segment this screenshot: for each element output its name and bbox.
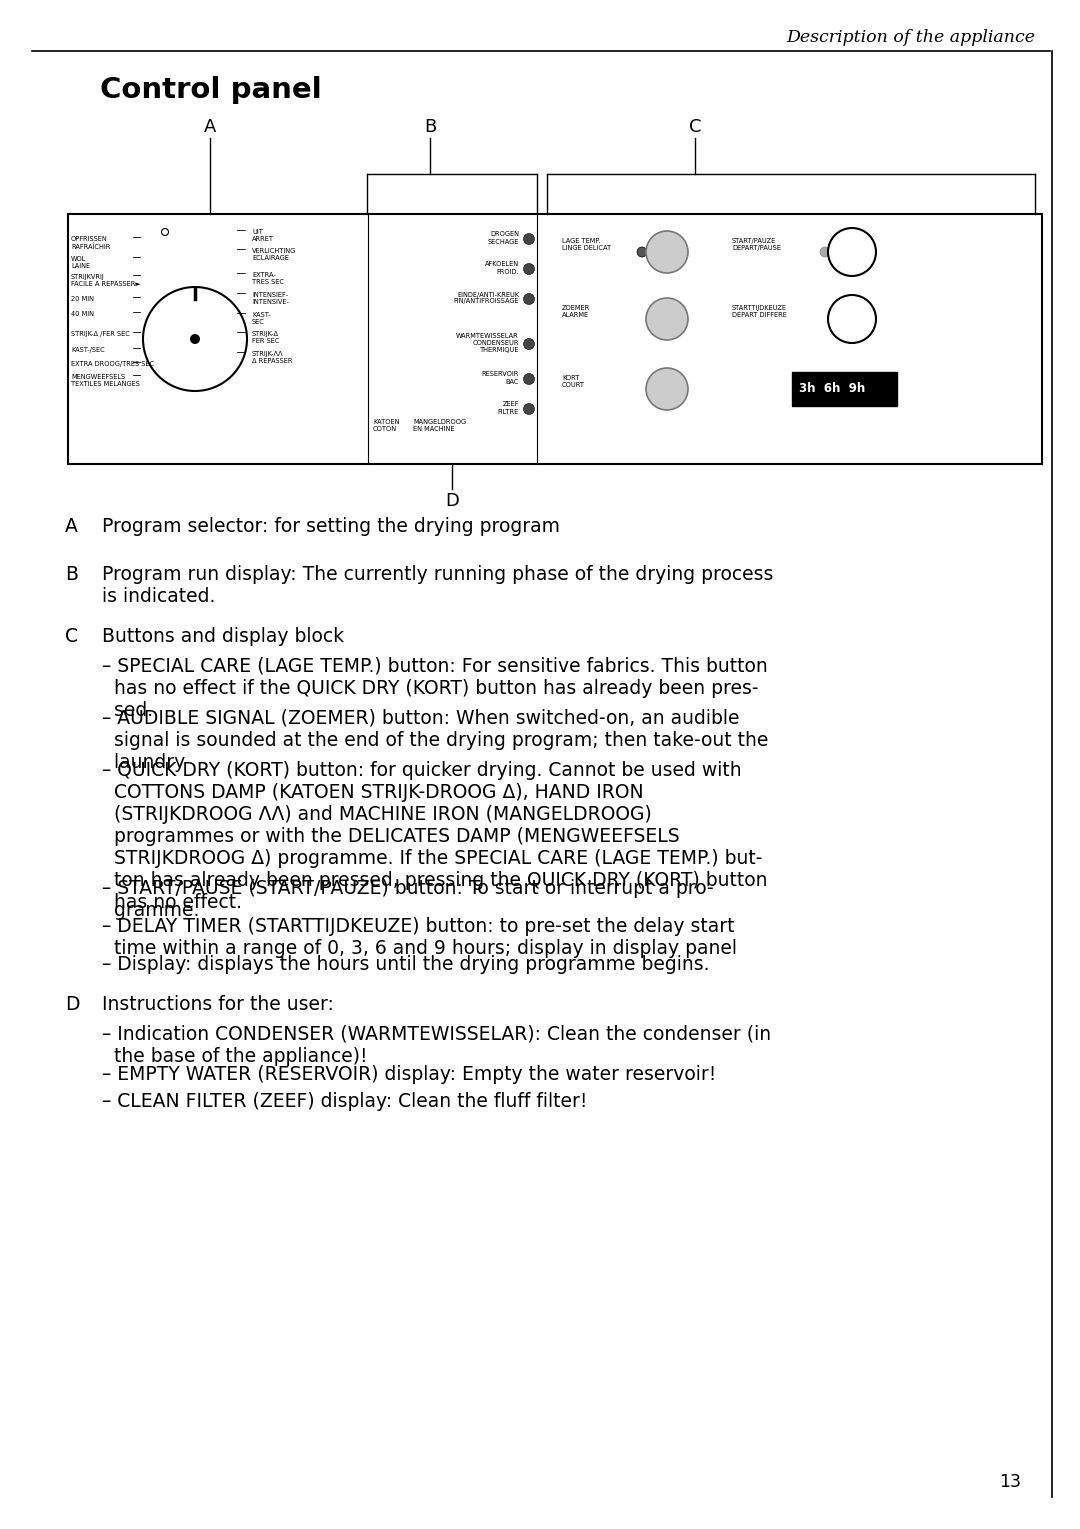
Text: EINDE/ANTI-KREUK
FIN/ANTIFROISSAGE: EINDE/ANTI-KREUK FIN/ANTIFROISSAGE — [454, 292, 519, 304]
Text: – SPECIAL CARE (LAGE TEMP.) button: For sensitive fabrics. This button
  has no : – SPECIAL CARE (LAGE TEMP.) button: For … — [102, 657, 768, 720]
Text: C: C — [689, 118, 701, 136]
Text: Program run display: The currently running phase of the drying process
is indica: Program run display: The currently runni… — [102, 566, 773, 605]
Text: – AUDIBLE SIGNAL (ZOEMER) button: When switched-on, an audible
  signal is sound: – AUDIBLE SIGNAL (ZOEMER) button: When s… — [102, 709, 768, 772]
Text: Description of the appliance: Description of the appliance — [786, 29, 1035, 46]
Text: EXTRA DROOG/TRES SEC: EXTRA DROOG/TRES SEC — [71, 361, 154, 367]
Text: – Indication CONDENSER (WARMTEWISSELAR): Clean the condenser (in
  the base of t: – Indication CONDENSER (WARMTEWISSELAR):… — [102, 1024, 771, 1066]
Circle shape — [524, 338, 535, 350]
Circle shape — [820, 248, 831, 257]
Circle shape — [828, 295, 876, 342]
Circle shape — [646, 231, 688, 274]
Text: KAST-
SEC: KAST- SEC — [252, 312, 271, 326]
Text: AFKOELEN
FROID.: AFKOELEN FROID. — [485, 261, 519, 275]
Text: – EMPTY WATER (RESERVOIR) display: Empty the water reservoir!: – EMPTY WATER (RESERVOIR) display: Empty… — [102, 1066, 716, 1084]
Text: STRIJK-Δ
FER SEC: STRIJK-Δ FER SEC — [252, 330, 280, 344]
Text: D: D — [445, 492, 459, 511]
Circle shape — [190, 333, 200, 344]
Text: EXTRA-
TRES SEC: EXTRA- TRES SEC — [252, 272, 284, 284]
Text: Program selector: for setting the drying program: Program selector: for setting the drying… — [102, 517, 561, 537]
Text: – DELAY TIMER (STARTTIJDKEUZE) button: to pre-set the delay start
  time within : – DELAY TIMER (STARTTIJDKEUZE) button: t… — [102, 917, 737, 959]
Text: RESERVOIR
BAC: RESERVOIR BAC — [482, 372, 519, 384]
Text: 40 MIN: 40 MIN — [71, 310, 94, 317]
Circle shape — [646, 368, 688, 410]
Text: A: A — [65, 517, 78, 537]
Text: KAST-/SEC: KAST-/SEC — [71, 347, 105, 353]
Text: STARTTIJDKEUZE
DEPART DIFFERE: STARTTIJDKEUZE DEPART DIFFERE — [732, 304, 787, 318]
Text: START/PAUZE
DEPART/PAUSE: START/PAUZE DEPART/PAUSE — [732, 239, 781, 251]
Text: D: D — [65, 995, 80, 1014]
Text: STRIJK-Δ /FER SEC: STRIJK-Δ /FER SEC — [71, 330, 130, 336]
Bar — [792, 372, 897, 407]
Text: Instructions for the user:: Instructions for the user: — [102, 995, 334, 1014]
Text: Control panel: Control panel — [100, 76, 322, 104]
Text: WARMTEWISSELAR
CONDENSEUR
THERMIQUE: WARMTEWISSELAR CONDENSEUR THERMIQUE — [456, 333, 519, 353]
Text: 13: 13 — [999, 1472, 1021, 1491]
Circle shape — [828, 228, 876, 277]
Text: B: B — [65, 566, 78, 584]
Text: – Display: displays the hours until the drying programme begins.: – Display: displays the hours until the … — [102, 956, 710, 974]
Text: MANGELDROOG
EN MACHINE: MANGELDROOG EN MACHINE — [413, 419, 467, 433]
Text: A: A — [204, 118, 216, 136]
Text: B: B — [423, 118, 436, 136]
Circle shape — [524, 404, 535, 414]
Text: – CLEAN FILTER (ZEEF) display: Clean the fluff filter!: – CLEAN FILTER (ZEEF) display: Clean the… — [102, 1092, 588, 1112]
Circle shape — [524, 263, 535, 275]
Text: – QUICK DRY (KORT) button: for quicker drying. Cannot be used with
  COTTONS DAM: – QUICK DRY (KORT) button: for quicker d… — [102, 761, 768, 911]
Text: – START/PAUSE (START/PAUZE) button: To start or interrupt a pro-
  gramme.: – START/PAUSE (START/PAUZE) button: To s… — [102, 879, 714, 920]
Text: WOL
LAINE: WOL LAINE — [71, 255, 90, 269]
Text: STRIJKVRIJ
FACILE A REPASSER►: STRIJKVRIJ FACILE A REPASSER► — [71, 274, 140, 287]
Text: ZEEF
FILTRE: ZEEF FILTRE — [498, 402, 519, 414]
Circle shape — [524, 234, 535, 245]
Text: DROGEN
SECHAGE: DROGEN SECHAGE — [488, 231, 519, 245]
Text: OPFRISSEN
RAFRAÎCHIR: OPFRISSEN RAFRAÎCHIR — [71, 235, 110, 249]
Bar — [68, 214, 1042, 463]
Text: STRIJK-ΛΛ
Δ REPASSER: STRIJK-ΛΛ Δ REPASSER — [252, 352, 293, 364]
Text: KATOEN
COTON: KATOEN COTON — [373, 419, 400, 433]
Text: LAGE TEMP.
LINGE DELICAT: LAGE TEMP. LINGE DELICAT — [562, 239, 611, 251]
Text: C: C — [65, 627, 78, 645]
Circle shape — [646, 298, 688, 339]
Text: KORT
COURT: KORT COURT — [562, 375, 585, 388]
Circle shape — [524, 373, 535, 384]
Text: INTENSIEF-
INTENSIVE-: INTENSIEF- INTENSIVE- — [252, 292, 288, 304]
Text: VERLICHTING
ECLAIRAGE: VERLICHTING ECLAIRAGE — [252, 248, 296, 261]
Text: UIT
ARRET: UIT ARRET — [252, 229, 274, 242]
Text: 20 MIN: 20 MIN — [71, 297, 94, 303]
Text: MENGWEEFSELS
TEXTILES MELANGES: MENGWEEFSELS TEXTILES MELANGES — [71, 375, 140, 387]
Text: 3h  6h  9h: 3h 6h 9h — [799, 382, 865, 396]
Circle shape — [637, 248, 647, 257]
Circle shape — [524, 294, 535, 304]
Text: ZOEMER
ALARME: ZOEMER ALARME — [562, 304, 591, 318]
Text: Buttons and display block: Buttons and display block — [102, 627, 345, 645]
